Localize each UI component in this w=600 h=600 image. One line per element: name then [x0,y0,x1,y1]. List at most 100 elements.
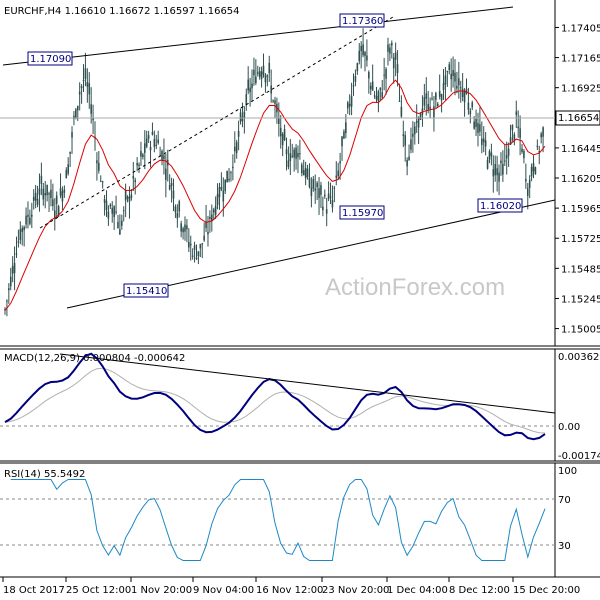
candle-body [23,226,25,231]
candle-body [373,95,376,97]
candle-body [536,145,539,147]
candle-body [6,300,8,302]
candle-body [366,55,368,61]
annotation-4: 1.15970 [339,205,385,220]
candle-body [285,149,288,155]
candle-body [320,185,322,195]
candle-body [302,170,305,176]
candle-body [272,100,274,102]
candle-body [427,104,429,110]
candle-body [517,126,519,129]
candle-body [465,88,468,94]
candle-body [8,288,10,291]
candle-body [463,91,466,103]
candle-body [207,231,209,235]
price-title: EURCHF,H4 1.16610 1.16672 1.16597 1.1665… [4,6,240,17]
candle-body [122,210,125,212]
candle-body [36,198,39,205]
candle-body [199,244,202,249]
candle-body [90,104,92,114]
candle-body [157,139,159,144]
candle-body [107,211,110,219]
candle-body [115,211,117,213]
candle-body [343,131,345,139]
candle-body [316,182,318,188]
candle-body [389,47,391,54]
candle-body [161,150,163,160]
candle-body [482,138,485,143]
candle-body [159,154,161,156]
candle-body [170,182,173,186]
candle-body [55,195,58,204]
time-tick-label: 15 Dec 20:00 [513,585,580,596]
rsi-line [10,479,546,561]
macd-tick-top: 0.003627 [558,352,600,363]
candle-body [40,175,43,184]
candle-body [458,78,460,86]
candle-body [410,139,412,150]
candle-body [147,135,150,139]
candle-body [186,225,188,230]
candle-body [477,123,479,133]
candle-body [163,155,165,160]
candle-body [297,153,299,158]
candle-body [117,221,119,229]
candle-body [82,80,85,82]
candle-body [182,228,184,233]
candle-body [260,71,263,79]
candle-body [481,138,483,145]
candle-body [69,151,71,154]
candle-body [312,178,315,189]
candle-body [203,235,205,241]
candle-body [249,87,251,93]
candle-body [245,94,248,106]
candle-body [136,162,138,166]
candle-body [299,153,301,155]
candle-body [52,199,54,207]
candle-body [61,191,64,202]
rsi-panel: RSI(14) 55.5492 100 70 30 [0,462,600,578]
candle-body [57,206,60,217]
candle-body [34,192,37,201]
candle-body [216,194,219,205]
candle-body [492,169,495,177]
candle-body [459,87,462,89]
candle-body [391,42,393,46]
candle-body [222,190,225,202]
candle-body [80,86,83,88]
candle-body [339,161,341,164]
candle-body [526,188,529,196]
candle-body [230,172,232,174]
svg-text:1.16020: 1.16020 [480,201,521,212]
candle-body [435,92,437,100]
candle-body [111,208,114,214]
time-tick-label: 18 Oct 2017 [3,585,65,596]
candle-body [63,189,66,193]
candle-body [17,241,20,243]
candle-body [402,134,405,136]
time-tick-label: 9 Nov 04:00 [193,585,254,596]
candle-body [408,156,410,161]
candle-body [356,63,359,72]
time-tick-label: 1 Nov 20:00 [131,585,192,596]
candle-body [528,179,531,188]
candle-body [38,188,41,195]
candle-body [268,62,271,74]
candle-body [212,209,215,213]
candle-body [281,133,284,145]
candle-body [392,57,395,69]
candle-body [358,50,361,62]
candle-body [304,168,307,179]
candle-body [29,217,31,224]
candle-body [352,85,355,87]
candle-body [65,170,68,179]
current-price-box [555,110,600,126]
candle-body [13,262,16,274]
candle-body [243,111,246,118]
candle-body [521,148,523,152]
candle-body [440,93,443,101]
candle-body [396,64,399,74]
candle-body [371,81,374,91]
candle-body [279,127,282,137]
